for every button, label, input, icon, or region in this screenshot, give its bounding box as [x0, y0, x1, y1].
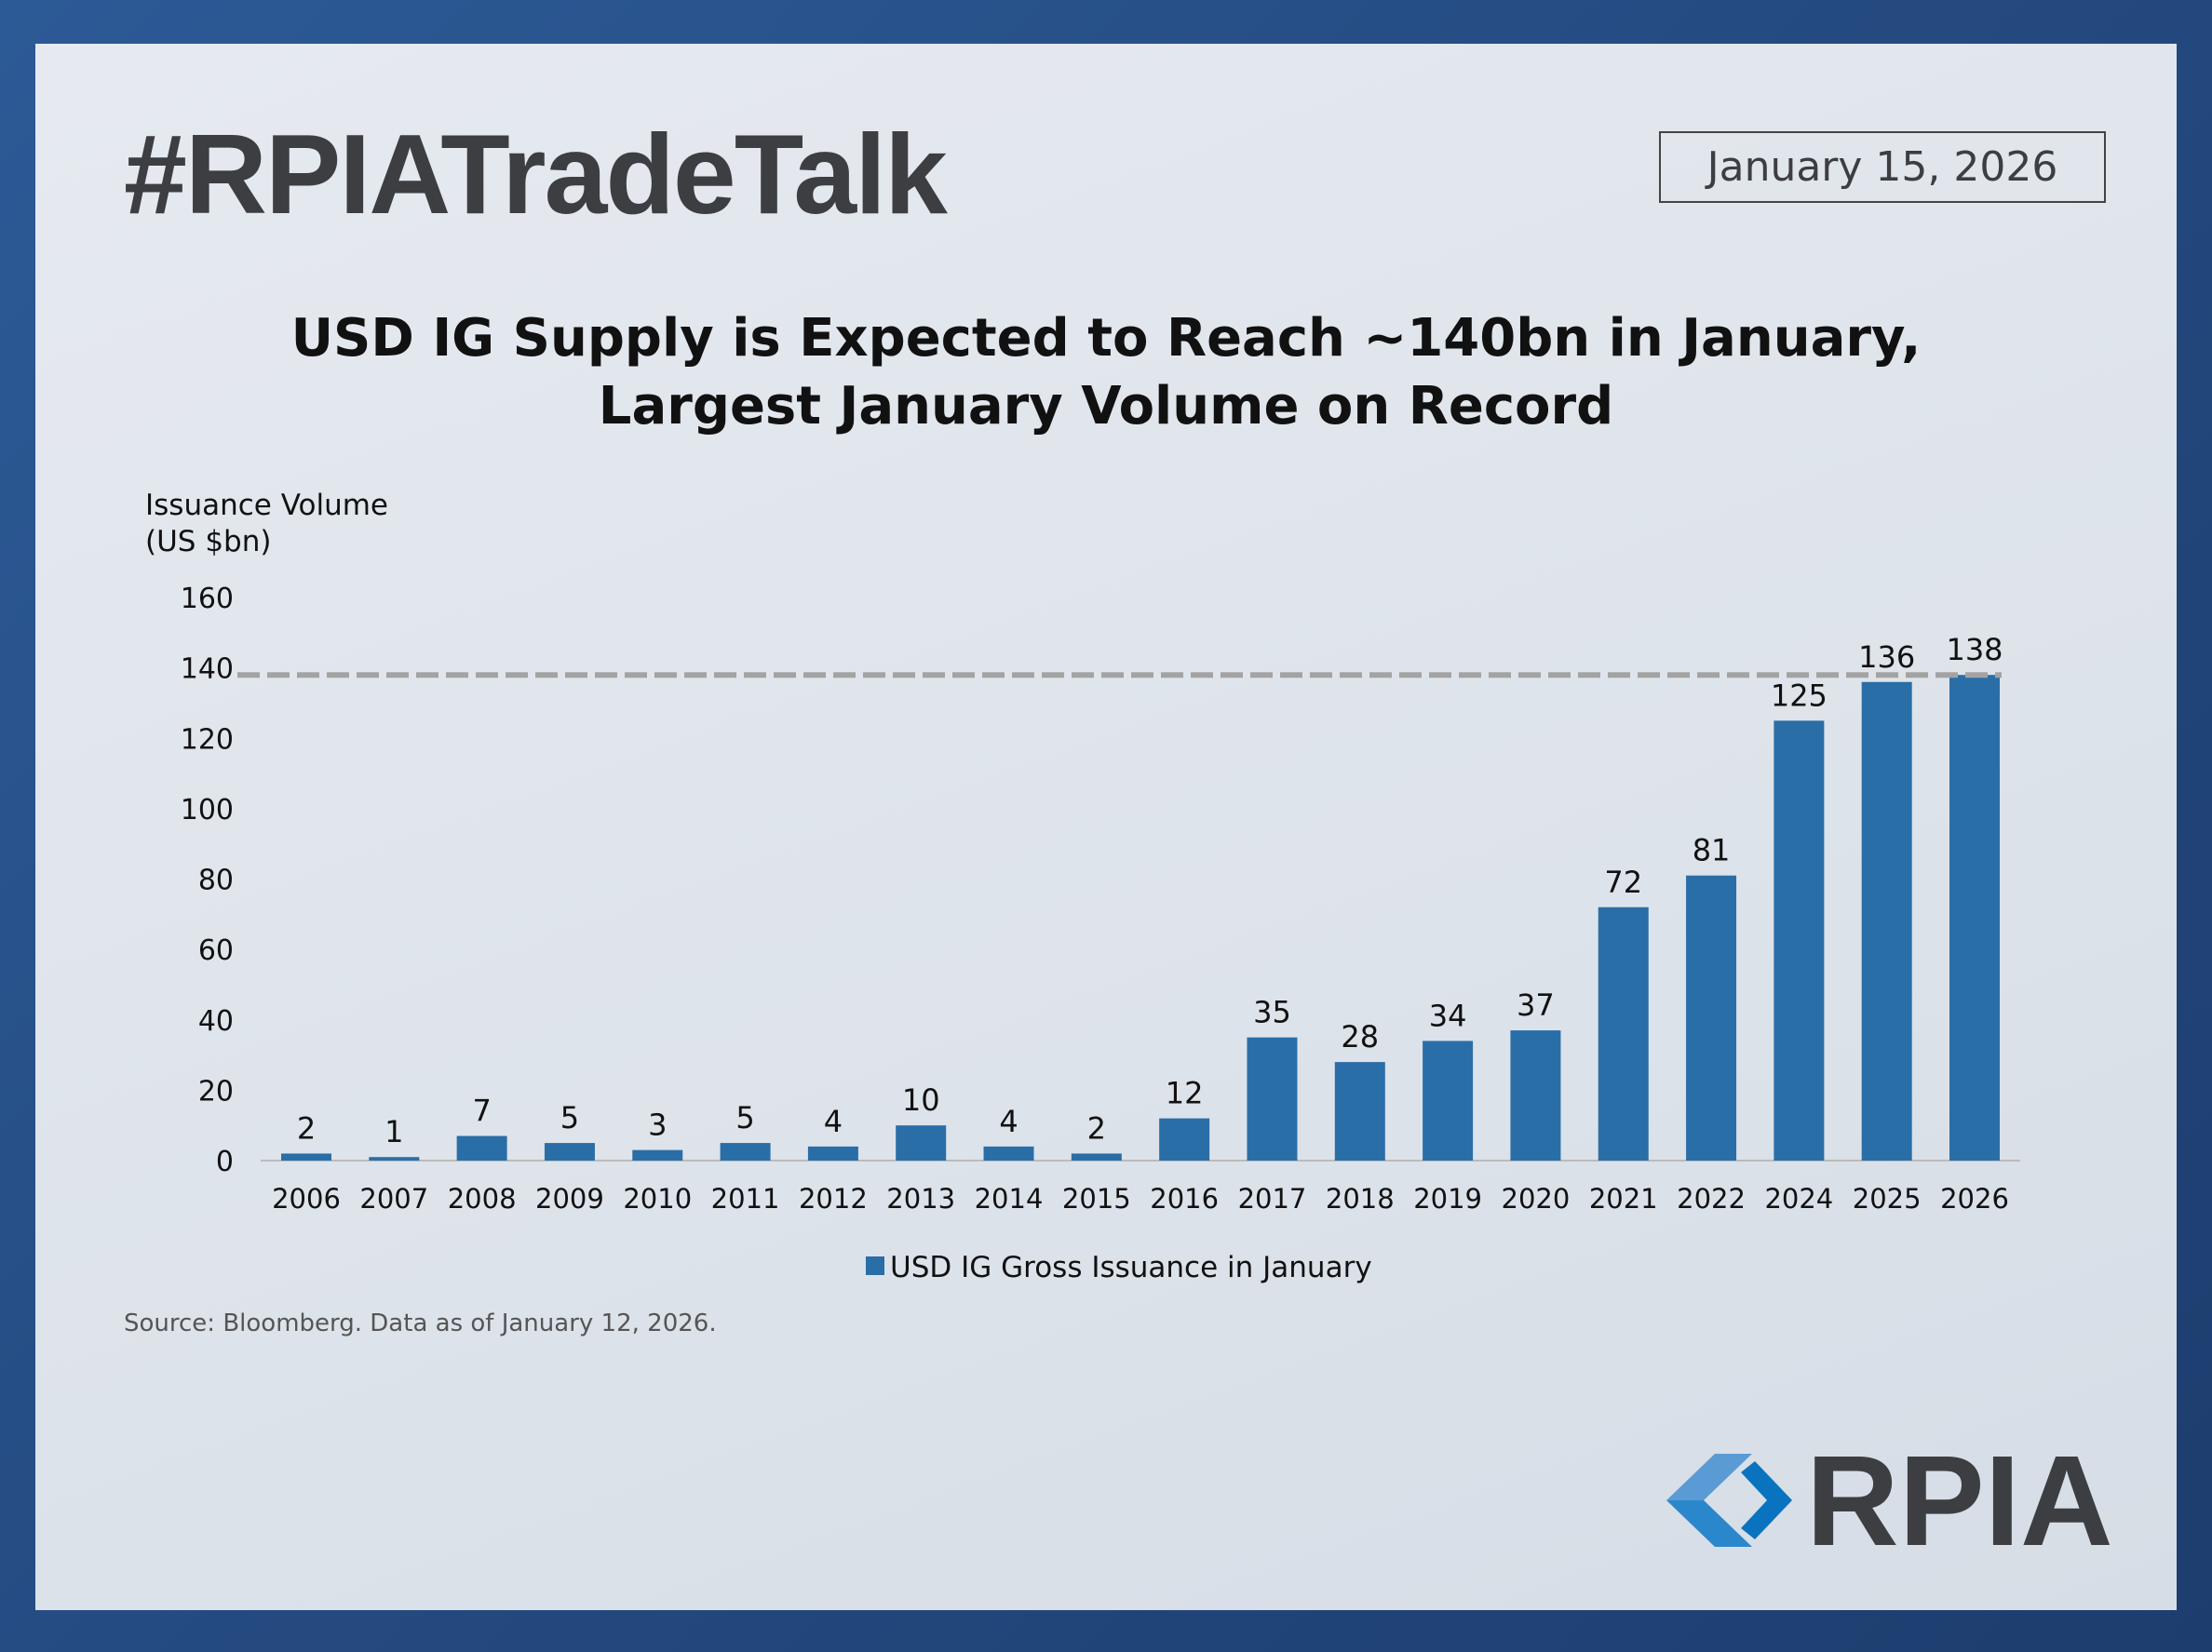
bar — [1949, 675, 2000, 1161]
hashtag-title: #RPIATradeTalk — [124, 111, 948, 237]
x-tick-label: 2010 — [623, 1183, 692, 1215]
data-label: 2 — [1087, 1110, 1106, 1146]
logo-chevron-top — [1666, 1454, 1752, 1500]
bar — [369, 1157, 420, 1161]
y-tick-label: 120 — [181, 723, 234, 756]
data-label: 138 — [1946, 632, 2003, 667]
x-tick-label: 2013 — [886, 1183, 955, 1215]
x-tick-label: 2022 — [1677, 1183, 1746, 1215]
x-tick-label: 2018 — [1326, 1183, 1395, 1215]
logo-chevron-bottom — [1666, 1500, 1752, 1547]
x-tick-label: 2016 — [1150, 1183, 1219, 1215]
logo-text: RPIA — [1806, 1444, 2113, 1556]
x-tick-label: 2017 — [1238, 1183, 1307, 1215]
y-tick-label: 0 — [216, 1146, 234, 1178]
bar — [1159, 1118, 1210, 1161]
chart-title-line-2: Largest January Volume on Record — [598, 376, 1614, 437]
y-tick-label: 100 — [181, 794, 234, 826]
x-tick-label: 2006 — [272, 1183, 341, 1215]
bar — [632, 1149, 683, 1161]
chart-title: USD IG Supply is Expected to Reach ~140b… — [35, 304, 2177, 440]
data-label: 1 — [384, 1114, 403, 1149]
data-label: 4 — [999, 1104, 1018, 1139]
legend-swatch — [866, 1256, 884, 1275]
data-label: 34 — [1429, 998, 1467, 1033]
y-axis-label: Issuance Volume — [145, 489, 388, 522]
y-tick-label: 160 — [181, 583, 234, 615]
bar — [281, 1153, 331, 1161]
rpia-logo: RPIA — [1666, 1444, 2113, 1556]
data-label: 125 — [1771, 678, 1828, 713]
date-text: January 15, 2026 — [1706, 143, 2058, 191]
x-tick-label: 2021 — [1589, 1183, 1658, 1215]
data-label: 4 — [824, 1104, 843, 1139]
bar — [544, 1143, 595, 1161]
x-tick-label: 2009 — [535, 1183, 604, 1215]
y-tick-label: 140 — [181, 653, 234, 686]
y-axis-label: (US $bn) — [145, 525, 271, 558]
x-tick-label: 2015 — [1062, 1183, 1131, 1215]
data-label: 7 — [472, 1094, 491, 1129]
bar — [1247, 1037, 1298, 1161]
bar — [1423, 1041, 1474, 1161]
data-label: 72 — [1604, 865, 1642, 900]
y-tick-label: 40 — [198, 1005, 234, 1038]
data-label: 37 — [1517, 987, 1555, 1023]
data-label: 3 — [648, 1108, 667, 1143]
y-tick-label: 80 — [198, 865, 234, 897]
x-tick-label: 2019 — [1413, 1183, 1482, 1215]
x-tick-label: 2025 — [1853, 1183, 1922, 1215]
x-tick-label: 2008 — [448, 1183, 517, 1215]
data-label: 136 — [1858, 639, 1915, 675]
data-label: 2 — [297, 1110, 316, 1146]
bar — [1071, 1153, 1122, 1161]
bar — [1861, 681, 1912, 1161]
bar — [1686, 875, 1737, 1161]
bar — [456, 1135, 507, 1161]
logo-bracket — [1741, 1461, 1792, 1539]
bar — [1510, 1030, 1561, 1161]
data-label: 28 — [1341, 1019, 1379, 1054]
source-note: Source: Bloomberg. Data as of January 12… — [124, 1310, 717, 1337]
legend-label: USD IG Gross Issuance in January — [890, 1251, 1372, 1284]
slide-panel: #RPIATradeTalk January 15, 2026 USD IG S… — [35, 44, 2177, 1610]
x-tick-label: 2012 — [799, 1183, 868, 1215]
data-label: 10 — [902, 1082, 940, 1118]
x-tick-label: 2020 — [1502, 1183, 1571, 1215]
data-label: 12 — [1166, 1076, 1204, 1111]
data-label: 5 — [735, 1100, 754, 1135]
bar — [807, 1146, 858, 1161]
x-tick-label: 2026 — [1940, 1183, 2009, 1215]
x-tick-label: 2007 — [359, 1183, 428, 1215]
x-tick-label: 2014 — [975, 1183, 1044, 1215]
x-tick-label: 2011 — [711, 1183, 780, 1215]
data-label: 35 — [1253, 995, 1291, 1030]
data-label: 81 — [1693, 833, 1731, 868]
bar — [1774, 720, 1825, 1161]
y-tick-label: 20 — [198, 1075, 234, 1108]
x-tick-label: 2024 — [1764, 1183, 1833, 1215]
date-box: January 15, 2026 — [1659, 131, 2106, 203]
bar — [1598, 907, 1649, 1161]
chart-title-line-1: USD IG Supply is Expected to Reach ~140b… — [290, 308, 1922, 369]
bar — [720, 1143, 771, 1161]
bar — [983, 1146, 1034, 1161]
bar-chart: Issuance Volume(US $bn)02040608010012014… — [145, 489, 2020, 1284]
data-label: 5 — [560, 1100, 579, 1135]
bar — [1334, 1062, 1385, 1161]
bar — [896, 1125, 947, 1161]
y-tick-label: 60 — [198, 934, 234, 967]
